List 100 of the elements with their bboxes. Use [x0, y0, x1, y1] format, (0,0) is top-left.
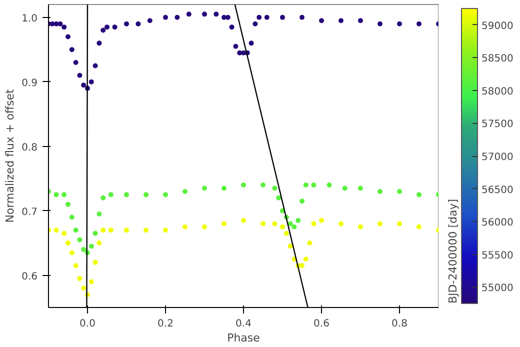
- point: [66, 34, 70, 40]
- y-axis-title: Normalized flux + offset: [4, 88, 17, 223]
- point: [77, 237, 82, 242]
- point: [62, 24, 67, 30]
- point: [222, 186, 226, 191]
- point: [303, 182, 308, 188]
- point: [54, 192, 59, 198]
- point: [260, 182, 266, 188]
- point: [378, 21, 382, 26]
- point: [300, 263, 304, 268]
- point: [358, 186, 363, 191]
- color-bar-label: 58000: [482, 86, 514, 98]
- point: [88, 244, 94, 249]
- point: [272, 186, 278, 191]
- color-bar-label: 56500: [482, 184, 514, 196]
- point: [81, 82, 86, 88]
- point: [241, 182, 246, 188]
- point: [100, 28, 106, 33]
- point: [264, 14, 270, 20]
- point: [96, 240, 102, 246]
- point: [319, 218, 324, 223]
- point: [248, 40, 254, 46]
- point: [260, 221, 266, 226]
- point: [241, 218, 246, 223]
- point: [378, 188, 382, 194]
- point: [73, 60, 78, 66]
- x-axis-title: Phase: [227, 332, 260, 344]
- point: [256, 14, 262, 20]
- point: [88, 79, 94, 84]
- point: [319, 18, 324, 24]
- point: [202, 12, 207, 17]
- point: [124, 21, 129, 26]
- point: [92, 63, 98, 68]
- point: [182, 224, 188, 230]
- point: [338, 18, 344, 24]
- point: [214, 12, 219, 17]
- point: [276, 195, 282, 200]
- point: [81, 246, 86, 252]
- point: [284, 230, 289, 236]
- point: [416, 192, 422, 198]
- point: [252, 21, 258, 26]
- point: [163, 228, 168, 233]
- x-tick-label: 0.6: [314, 318, 330, 330]
- x-tick-label: 0.4: [236, 318, 252, 330]
- point: [100, 228, 106, 233]
- color-bar-label: 55500: [482, 250, 514, 262]
- point: [182, 188, 188, 194]
- point: [163, 192, 168, 198]
- y-tick-label: 0.8: [22, 142, 38, 154]
- point: [54, 228, 59, 233]
- point: [62, 192, 67, 198]
- point: [338, 221, 344, 226]
- color-bar-label: 56000: [482, 218, 514, 229]
- point: [233, 44, 238, 49]
- y-tick-label: 0.9: [22, 78, 38, 89]
- point: [77, 72, 82, 78]
- point: [397, 188, 402, 194]
- point: [73, 228, 78, 233]
- color-bar-label: 59000: [482, 20, 514, 32]
- point: [416, 224, 422, 230]
- point: [163, 14, 168, 20]
- point: [397, 21, 402, 26]
- y-tick-label: 1.0: [22, 13, 38, 24]
- color-bar-label: 57500: [482, 119, 514, 130]
- point: [66, 240, 70, 246]
- point: [124, 192, 129, 198]
- point: [77, 276, 82, 281]
- point: [100, 195, 106, 200]
- color-bar-label: 57000: [482, 152, 514, 163]
- point: [280, 224, 285, 230]
- point: [202, 186, 207, 191]
- point: [69, 214, 74, 220]
- point: [108, 192, 114, 198]
- color-bar-label: 58500: [482, 54, 514, 65]
- point: [62, 230, 67, 236]
- point: [112, 24, 118, 30]
- point: [300, 14, 304, 20]
- point: [108, 228, 114, 233]
- point: [69, 47, 74, 52]
- point: [174, 14, 180, 20]
- point: [144, 228, 148, 233]
- point: [292, 224, 297, 230]
- point: [66, 202, 70, 207]
- color-bar-title: BJD-2400000 [day]: [446, 198, 460, 304]
- point: [92, 230, 98, 236]
- point: [326, 182, 332, 188]
- point: [222, 221, 226, 226]
- point: [73, 263, 78, 268]
- point: [202, 224, 207, 230]
- color-bar-label: 55000: [482, 283, 514, 294]
- point: [288, 221, 293, 226]
- point: [358, 224, 363, 230]
- point: [144, 192, 148, 198]
- point: [69, 250, 74, 256]
- y-tick-label: 0.6: [22, 271, 38, 282]
- point: [358, 18, 363, 24]
- point: [303, 256, 308, 262]
- point: [416, 21, 422, 26]
- point: [342, 186, 348, 191]
- x-tick-label: 0.2: [158, 318, 174, 330]
